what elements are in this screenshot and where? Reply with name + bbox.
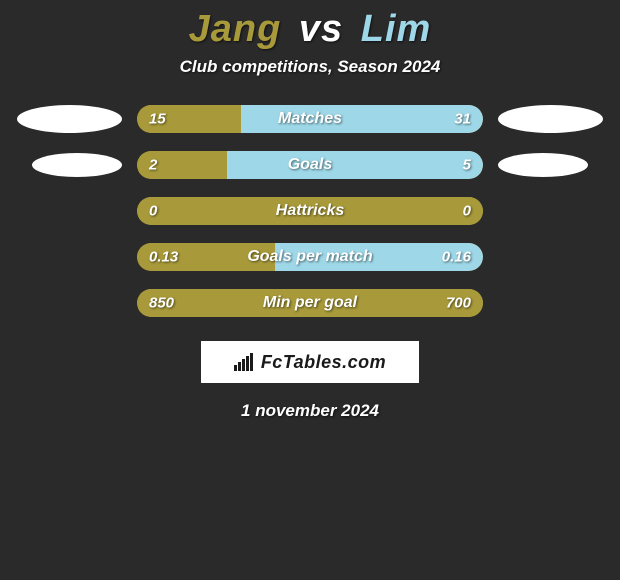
- brand-box: FcTables.com: [201, 341, 419, 383]
- comparison-bar: 0 0 Hattricks: [137, 197, 483, 225]
- brand-inner: FcTables.com: [234, 352, 386, 373]
- right-ellipse: [498, 105, 603, 133]
- page-title: Jang vs Lim: [0, 0, 620, 57]
- subtitle: Club competitions, Season 2024: [0, 57, 620, 77]
- metric-label: Min per goal: [263, 294, 357, 312]
- right-value: 5: [463, 157, 471, 174]
- metric-row: 0.13 0.16 Goals per match: [0, 243, 620, 271]
- title-player2: Lim: [361, 8, 432, 50]
- metric-row: 2 5 Goals: [0, 151, 620, 179]
- right-value: 700: [446, 295, 471, 312]
- left-value: 0: [149, 203, 157, 220]
- left-value: 2: [149, 157, 157, 174]
- right-value: 31: [454, 111, 471, 128]
- metric-label: Goals: [288, 156, 332, 174]
- brand-bars-icon: [234, 353, 256, 371]
- metric-row: 15 31 Matches: [0, 105, 620, 133]
- metric-label: Matches: [278, 110, 342, 128]
- left-value: 0.13: [149, 249, 178, 266]
- metric-row: 0 0 Hattricks: [0, 197, 620, 225]
- title-player1: Jang: [189, 8, 282, 50]
- left-ellipse: [17, 105, 122, 133]
- right-fill: [227, 151, 483, 179]
- right-value: 0.16: [442, 249, 471, 266]
- comparison-bar: 2 5 Goals: [137, 151, 483, 179]
- metric-label: Hattricks: [276, 202, 344, 220]
- right-value: 0: [463, 203, 471, 220]
- comparison-rows: 15 31 Matches 2 5 Goals 0 0 Hattricks 0.13 0.16 Goa…: [0, 105, 620, 317]
- comparison-bar: 0.13 0.16 Goals per match: [137, 243, 483, 271]
- left-value: 15: [149, 111, 166, 128]
- comparison-bar: 850 700 Min per goal: [137, 289, 483, 317]
- date-line: 1 november 2024: [0, 401, 620, 421]
- comparison-bar: 15 31 Matches: [137, 105, 483, 133]
- brand-text: FcTables.com: [261, 352, 386, 373]
- metric-label: Goals per match: [247, 248, 372, 266]
- left-value: 850: [149, 295, 174, 312]
- title-vs: vs: [299, 8, 343, 50]
- metric-row: 850 700 Min per goal: [0, 289, 620, 317]
- right-ellipse: [498, 153, 588, 177]
- left-ellipse: [32, 153, 122, 177]
